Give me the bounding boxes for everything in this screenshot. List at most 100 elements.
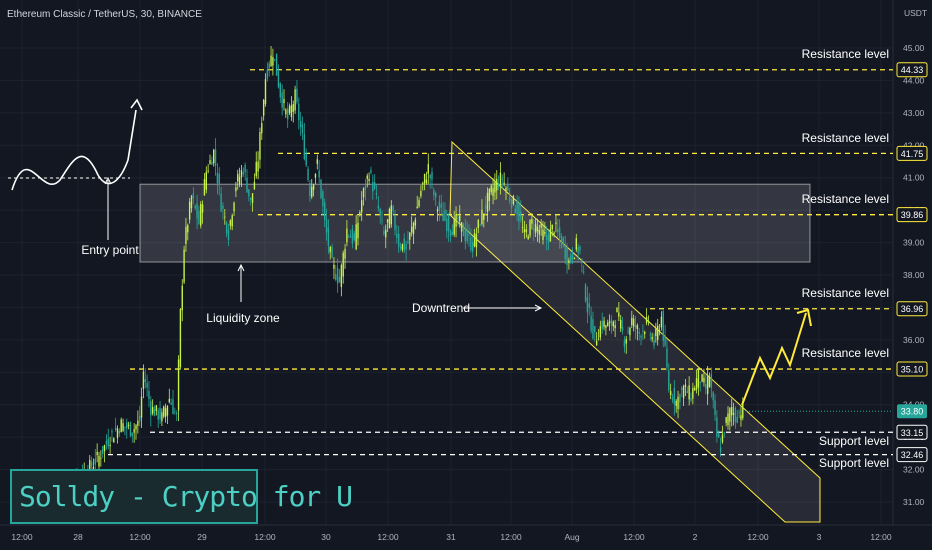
candle-body [116, 428, 119, 438]
candle-body [612, 321, 614, 327]
candle-body [372, 181, 374, 192]
candle-body [386, 219, 389, 223]
price-tick-label: 36.00 [903, 335, 925, 345]
candle-body [292, 104, 294, 113]
price-tick-label: 44.00 [903, 75, 925, 85]
candle-body [385, 229, 387, 238]
candle-body [664, 335, 666, 346]
candle-body [642, 330, 644, 332]
candle-body [340, 264, 343, 287]
candle-body [307, 168, 309, 180]
candle-body [355, 224, 357, 250]
candle-body [734, 408, 737, 423]
candle-body [361, 200, 363, 213]
candle-body [409, 232, 411, 240]
candle-body [170, 402, 172, 405]
candle-body [627, 331, 629, 333]
candle-body [100, 457, 102, 459]
candle-body [588, 303, 590, 308]
candle-body [557, 229, 559, 232]
candle-body [248, 189, 250, 197]
candle-body [645, 317, 648, 323]
candle-body [288, 106, 291, 113]
candle-body [164, 408, 167, 417]
entry-sketch-arrowhead [130, 98, 143, 111]
time-axis[interactable]: 12:00 28 12:00 29 12:00 30 12:00 31 12:00 Aug 12:0… [0, 524, 932, 542]
candle-body [418, 200, 420, 207]
candle-body [594, 326, 596, 333]
resistance-level-label: Resistance level [802, 286, 889, 300]
candle-body [187, 225, 189, 233]
candle-body [396, 233, 398, 239]
candle-body [285, 109, 287, 115]
candle-body [126, 422, 128, 429]
candle-body [719, 447, 722, 453]
candle-body [466, 229, 468, 241]
candle-body [174, 411, 176, 413]
resistance-level-label: Resistance level [802, 131, 889, 145]
candle-body [144, 379, 146, 383]
candle-body [577, 247, 579, 254]
liquidity-zone-box[interactable] [139, 183, 811, 263]
candle-body [198, 210, 200, 224]
candle-body [520, 211, 522, 220]
candle-body [668, 370, 670, 391]
candle-body [716, 417, 718, 437]
candle-body [268, 63, 270, 69]
resistance-level-label: Resistance level [802, 47, 889, 61]
price-tag-value: 44.33 [901, 65, 924, 75]
candle-body [388, 208, 391, 229]
symbol-title[interactable]: Ethereum Classic / TetherUS, 30, BINANCE [7, 9, 202, 20]
candle-body [546, 234, 548, 241]
candle-body [510, 199, 513, 209]
candle-body [214, 149, 217, 166]
candle-body [571, 252, 574, 260]
price-tick-label: 38.00 [903, 270, 925, 280]
candle-body [457, 216, 459, 220]
candle-body [503, 182, 505, 184]
candle-body [614, 325, 616, 329]
candle-body [153, 409, 156, 417]
candle-body [238, 176, 241, 185]
candle-body [486, 192, 489, 212]
candle-body [192, 193, 195, 199]
candle-body [274, 59, 276, 61]
candle-body [470, 237, 472, 251]
candle-body [225, 222, 228, 234]
candle-body [570, 255, 572, 261]
candle-body [253, 182, 256, 190]
candle-body [708, 377, 711, 387]
candle-body [440, 203, 442, 208]
candle-body [597, 339, 600, 341]
candle-body [261, 123, 263, 134]
time-tick-label: 29 [197, 532, 207, 542]
candle-body [159, 407, 161, 420]
candle-body [414, 219, 417, 226]
candle-body [564, 245, 566, 260]
candle-body [607, 322, 609, 327]
candle-body [477, 219, 479, 228]
candle-body [620, 319, 622, 329]
price-tags: 44.33 41.75 39.86 36.96 35.10 33.15 32.46 33.80 [740, 62, 928, 463]
candle-body [299, 121, 302, 128]
candle-body [338, 276, 341, 282]
candle-body [686, 390, 688, 394]
candle-body [629, 327, 631, 336]
price-tag-value: 32.46 [901, 450, 924, 460]
candle-body [275, 53, 278, 76]
candle-body [449, 230, 452, 237]
time-tick-label: Aug [564, 532, 579, 542]
candle-body [505, 187, 507, 191]
candle-body [362, 188, 365, 198]
price-tag-box [896, 62, 928, 78]
candle-body [727, 413, 729, 426]
candle-body [725, 417, 727, 423]
candle-body [677, 396, 679, 409]
candle-body [311, 186, 313, 198]
price-tag-value: 39.86 [901, 210, 924, 220]
candle-body [111, 431, 113, 433]
candle-body [682, 386, 685, 399]
candle-body [287, 108, 289, 120]
candle-body [692, 387, 694, 399]
